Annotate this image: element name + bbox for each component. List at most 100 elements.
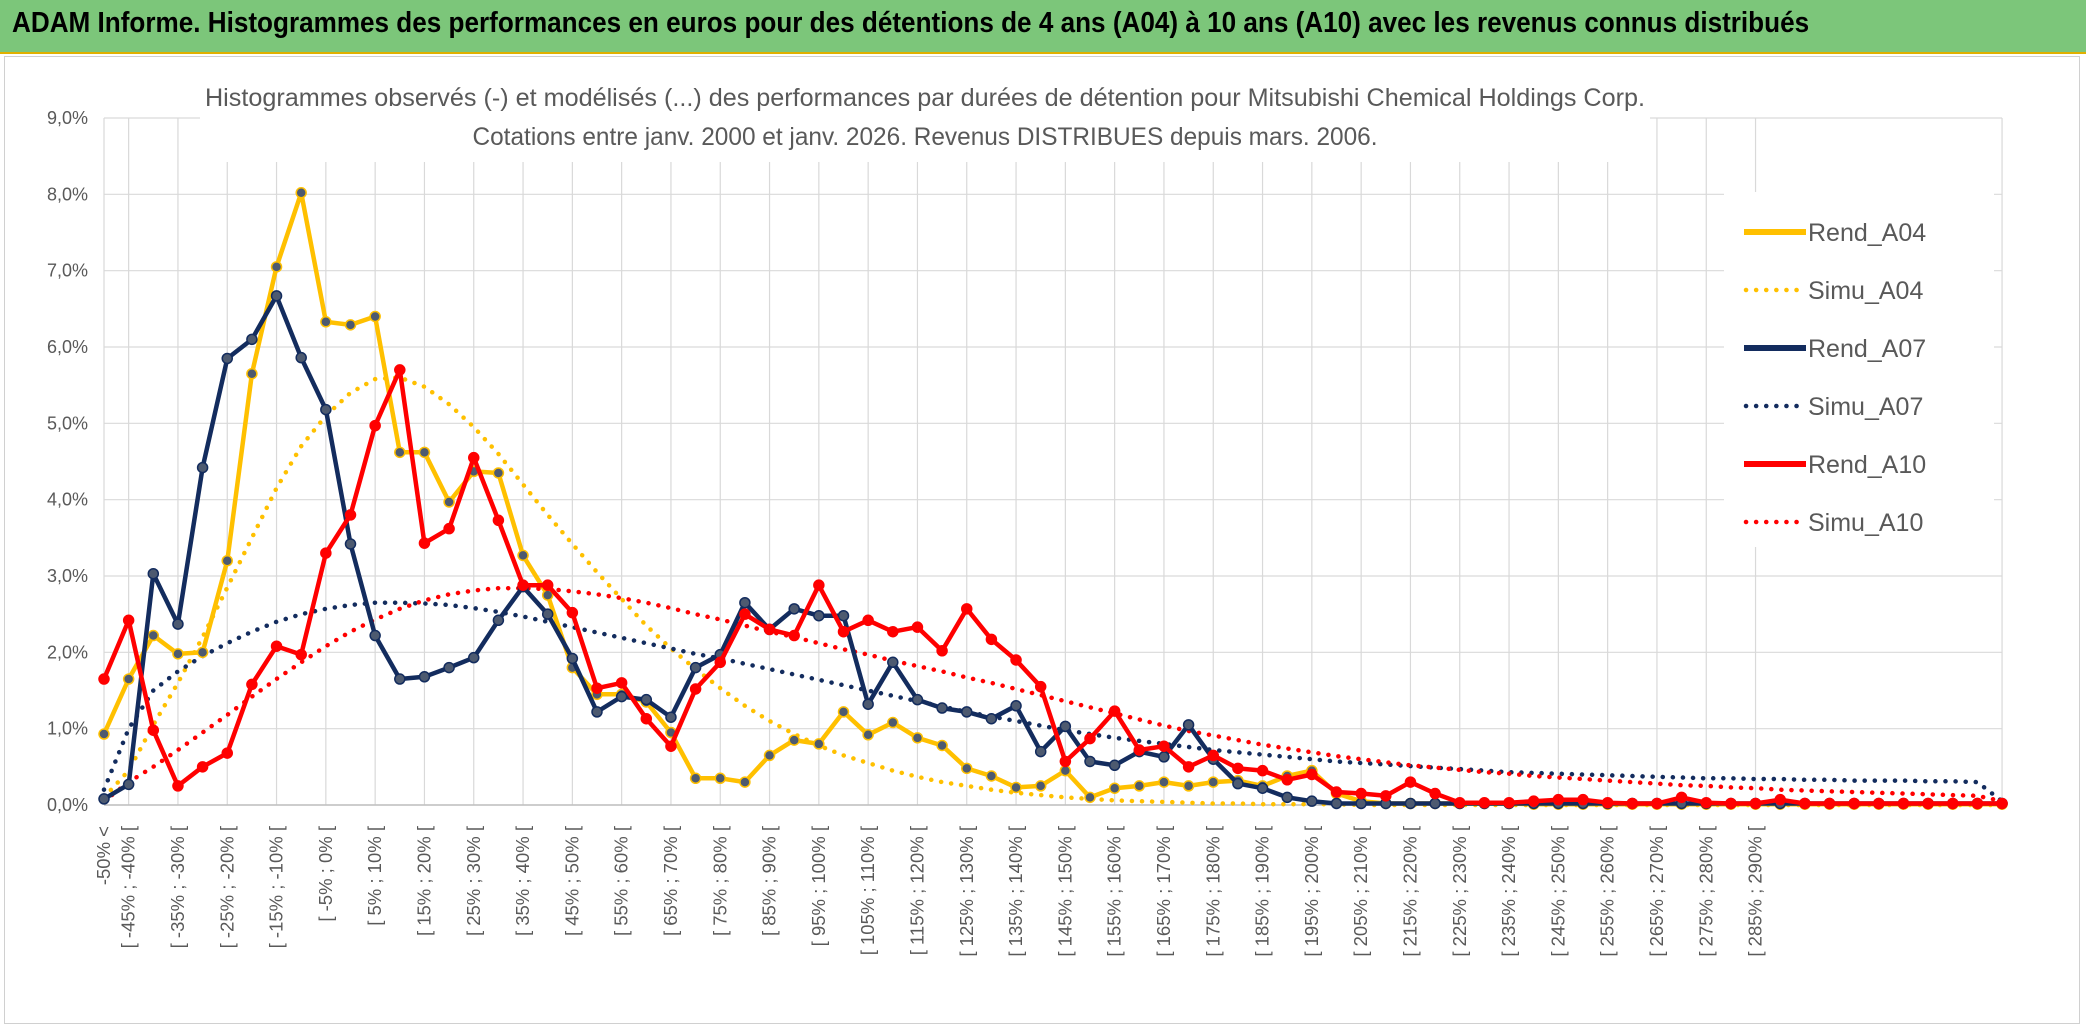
data-point-rend-a10 bbox=[961, 603, 973, 615]
series-line-rend-a04 bbox=[101, 190, 2002, 807]
data-point-rend-a07 bbox=[1281, 791, 1293, 804]
data-point-rend-a10 bbox=[492, 514, 505, 527]
data-point-rend-a10 bbox=[763, 623, 776, 636]
data-point-rend-a07 bbox=[1158, 751, 1170, 763]
x-tick-label: [ -5% ; 0% [ bbox=[315, 826, 336, 922]
data-point-rend-a10 bbox=[689, 683, 702, 695]
data-point-rend-a10 bbox=[1503, 796, 1515, 809]
data-point-rend-a07 bbox=[837, 609, 850, 622]
x-tick-label: [ 255% ; 260% [ bbox=[1597, 826, 1618, 957]
data-point-rend-a04 bbox=[320, 316, 332, 328]
data-point-rend-a10 bbox=[1823, 797, 1836, 810]
data-point-rend-a10 bbox=[221, 747, 233, 759]
data-point-rend-a10 bbox=[837, 625, 850, 638]
x-tick-label: [ 165% ; 170% [ bbox=[1153, 826, 1174, 957]
x-tick-label: [ 225% ; 230% [ bbox=[1449, 826, 1470, 957]
data-point-rend-a10 bbox=[1577, 793, 1589, 806]
data-point-rend-a07 bbox=[813, 609, 825, 622]
data-point-rend-a10 bbox=[566, 606, 579, 619]
data-point-rend-a10 bbox=[1429, 787, 1441, 800]
data-point-rend-a10 bbox=[911, 621, 924, 633]
data-point-rend-a07 bbox=[985, 712, 998, 725]
data-point-rend-a10 bbox=[418, 537, 431, 549]
data-point-rend-a04 bbox=[887, 716, 899, 729]
data-point-rend-a04 bbox=[443, 496, 455, 508]
data-point-rend-a10 bbox=[1010, 654, 1022, 666]
data-point-rend-a07 bbox=[468, 651, 480, 664]
data-point-rend-a10 bbox=[1527, 795, 1540, 807]
x-tick-label: -50% < bbox=[93, 826, 114, 885]
data-point-rend-a10 bbox=[739, 608, 751, 620]
y-tick-label: 2,0% bbox=[47, 642, 88, 662]
data-point-rend-a07 bbox=[640, 693, 653, 706]
data-point-rend-a07 bbox=[541, 608, 554, 620]
data-point-rend-a07 bbox=[418, 671, 431, 683]
data-point-rend-a04 bbox=[739, 776, 751, 788]
data-point-rend-a10 bbox=[122, 614, 135, 627]
data-point-rend-a10 bbox=[936, 645, 948, 657]
data-point-rend-a07 bbox=[961, 706, 973, 718]
data-point-rend-a04 bbox=[1158, 776, 1170, 788]
x-tick-label: [ 105% ; 110% [ bbox=[857, 826, 878, 955]
y-tick-label: 7,0% bbox=[47, 261, 88, 281]
data-point-rend-a10 bbox=[1084, 732, 1096, 745]
data-point-rend-a10 bbox=[1947, 797, 1959, 810]
data-point-rend-a10 bbox=[1182, 761, 1195, 773]
legend-label-simu-a10: Simu_A10 bbox=[1808, 509, 1923, 537]
series-line-simu-a10 bbox=[101, 585, 2005, 804]
data-point-rend-a10 bbox=[246, 678, 258, 691]
data-point-rend-a10 bbox=[1207, 749, 1219, 762]
x-tick-label: [ -45% ; -40% [ bbox=[118, 826, 139, 948]
data-point-rend-a04 bbox=[369, 310, 381, 323]
y-tick-label: 4,0% bbox=[47, 490, 88, 510]
data-point-rend-a10 bbox=[270, 640, 283, 652]
data-point-rend-a07 bbox=[1355, 797, 1367, 810]
data-point-rend-a07 bbox=[172, 618, 184, 630]
x-tick-label: [ 215% ; 220% [ bbox=[1399, 826, 1420, 957]
x-tick-label: [ 245% ; 250% [ bbox=[1547, 826, 1568, 957]
data-point-rend-a07 bbox=[295, 351, 307, 364]
data-point-rend-a07 bbox=[492, 614, 505, 627]
data-point-rend-a07 bbox=[1330, 797, 1343, 810]
x-tick-label: [ 175% ; 180% [ bbox=[1202, 826, 1223, 957]
x-tick-label: [ 125% ; 130% [ bbox=[956, 826, 977, 957]
legend-label-rend-a07: Rend_A07 bbox=[1808, 335, 1926, 363]
data-point-rend-a10 bbox=[1601, 796, 1614, 809]
data-point-rend-a04 bbox=[221, 554, 233, 567]
data-point-rend-a10 bbox=[1873, 797, 1885, 810]
data-point-rend-a10 bbox=[98, 673, 110, 685]
data-point-rend-a07 bbox=[887, 656, 899, 669]
data-point-rend-a10 bbox=[1454, 796, 1466, 809]
data-point-rend-a10 bbox=[1552, 793, 1565, 806]
data-point-rend-a10 bbox=[1651, 797, 1663, 810]
data-point-rend-a10 bbox=[196, 761, 209, 773]
data-point-rend-a07 bbox=[270, 290, 283, 302]
data-point-rend-a07 bbox=[1034, 745, 1047, 758]
data-point-rend-a10 bbox=[541, 579, 554, 591]
data-point-rend-a10 bbox=[1034, 680, 1047, 693]
data-point-rend-a07 bbox=[1232, 777, 1244, 790]
x-tick-label: [ 65% ; 70% [ bbox=[660, 826, 681, 936]
data-point-rend-a10 bbox=[1330, 786, 1343, 798]
y-tick-label: 6,0% bbox=[47, 337, 88, 357]
data-point-rend-a10 bbox=[1996, 797, 2008, 810]
x-tick-label: [ 275% ; 280% [ bbox=[1695, 826, 1716, 957]
data-point-rend-a04 bbox=[418, 446, 431, 459]
data-point-rend-a10 bbox=[295, 648, 307, 661]
data-point-rend-a10 bbox=[862, 614, 874, 627]
x-tick-label: [ 45% ; 50% [ bbox=[561, 826, 582, 936]
x-tick-label: [ 145% ; 150% [ bbox=[1054, 826, 1075, 957]
data-point-rend-a07 bbox=[1429, 797, 1441, 810]
data-point-rend-a07 bbox=[1010, 700, 1022, 712]
legend-label-rend-a04: Rend_A04 bbox=[1808, 219, 1926, 247]
x-tick-label: [ 195% ; 200% [ bbox=[1301, 826, 1322, 957]
data-point-rend-a10 bbox=[887, 625, 899, 638]
x-tick-label: [ 85% ; 90% [ bbox=[759, 826, 780, 936]
data-point-rend-a07 bbox=[246, 333, 258, 346]
data-point-rend-a04 bbox=[813, 738, 825, 750]
data-point-rend-a10 bbox=[1232, 762, 1244, 775]
data-point-rend-a07 bbox=[566, 652, 579, 665]
data-point-rend-a07 bbox=[443, 661, 455, 674]
data-point-rend-a04 bbox=[517, 549, 529, 562]
